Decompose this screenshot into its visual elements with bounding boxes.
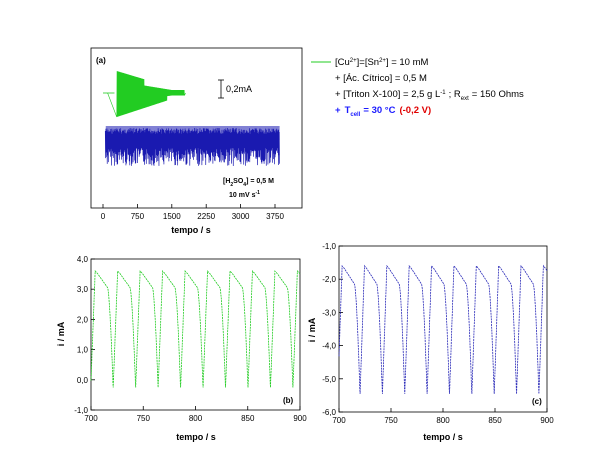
panel-b-y-tick-label: 3,0 xyxy=(77,285,89,294)
panel-c-y-tick-label: -1,0 xyxy=(322,242,336,251)
panel-b-y-tick-label: -1,0 xyxy=(74,406,88,415)
panel-a-label: (a) xyxy=(96,56,106,65)
panel-b-x-tick-label: 700 xyxy=(84,414,98,423)
panel-c-x-tick-label: 800 xyxy=(436,416,450,425)
panel-c-trace xyxy=(338,264,548,394)
scale-bar: 0,2mA xyxy=(218,79,252,99)
panel-a-x-tick-label: 0 xyxy=(101,212,106,221)
panel-c-x-tick-label: 700 xyxy=(332,416,346,425)
scale-bar-label: 0,2mA xyxy=(226,84,252,94)
panel-c-x-tick-label: 900 xyxy=(540,416,554,425)
panel-a-traces xyxy=(103,71,280,166)
panel-b-ticks: 700 750 800 850 900 -1,0 0,0 1,0 2,0 3,0 4,0 xyxy=(74,255,307,423)
panel-a: (a) 0,2mA [H2SO4] = 0,5 M 10 mV s-1 0 750… xyxy=(90,47,303,235)
panel-c-y-tick-label: -3,0 xyxy=(322,308,336,317)
legend-line-1: [Cu2+]=[Sn2+] = 10 mM xyxy=(335,57,429,68)
panel-b-series-line xyxy=(90,269,301,388)
panel-c-x-tick-label: 750 xyxy=(384,416,398,425)
panel-a-frame xyxy=(90,47,303,209)
panel-b-frame xyxy=(90,258,301,411)
panel-b-y-tick-label: 0,0 xyxy=(77,376,89,385)
panel-c-label: (c) xyxy=(532,397,542,406)
panel-b-x-tick-label: 800 xyxy=(189,414,203,423)
panel-a-x-tick-label: 3000 xyxy=(232,212,250,221)
panel-b-x-axis-label: tempo / s xyxy=(176,432,216,442)
legend-line-3: + [Triton X-100] = 2,5 g L-1; Rext = 150 … xyxy=(335,89,524,102)
panel-c-frame xyxy=(338,245,548,413)
legend: [Cu2+]=[Sn2+] = 10 mM + [Ác. Cítrico] = … xyxy=(311,57,524,118)
panel-b-y-tick-label: 4,0 xyxy=(77,255,89,264)
panel-b-label: (b) xyxy=(283,396,294,405)
panel-b-x-tick-label: 900 xyxy=(293,414,307,423)
electrolyte-label: [H2SO4] = 0,5 M xyxy=(223,178,274,188)
panel-c-y-axis-label: i / mA xyxy=(307,317,317,342)
panel-a-x-tick-label: 2250 xyxy=(197,212,215,221)
scan-rate-label: 10 mV s-1 xyxy=(229,190,260,199)
panel-c-y-tick-label: -4,0 xyxy=(322,342,336,351)
panel-b-y-axis-label: i / mA xyxy=(56,321,66,346)
panel-c: 700 750 800 850 900-6,0-5,0-4,0-3,0-2,0-1,0 … xyxy=(307,242,554,442)
panel-a-blue-band xyxy=(105,126,280,140)
panel-c-x-axis-label: tempo / s xyxy=(423,432,463,442)
panel-a-x-tick-label: 750 xyxy=(131,212,145,221)
legend-line-4: + Tcell = 30 °C (-0,2 V) xyxy=(335,105,431,118)
panel-a-blue-trace xyxy=(104,127,280,166)
panel-c-y-tick-label: -6,0 xyxy=(322,408,336,417)
legend-line-2: + [Ác. Cítrico] = 0,5 M xyxy=(335,73,427,84)
panel-c-series-line xyxy=(338,264,548,394)
panel-b: 700 750 800 850 900 -1,0 0,0 1,0 2,0 3,0 4,0 (b) t… xyxy=(56,255,307,442)
panel-a-green-trace xyxy=(107,71,186,118)
panel-b-y-tick-label: 2,0 xyxy=(77,315,89,324)
panel-a-x-axis-label: tempo / s xyxy=(171,225,211,235)
panel-c-y-tick-label: -2,0 xyxy=(322,275,336,284)
panel-c-x-tick-label: 850 xyxy=(488,416,502,425)
panel-b-x-tick-label: 750 xyxy=(137,414,151,423)
panel-a-x-ticks: 0 750 1500 2250 3000 3750 xyxy=(101,204,284,221)
panel-c-ticks: 700 750 800 850 900 -6,0 -5,0 -4,0 -3,0 -2,0 -1,0 xyxy=(322,242,554,425)
panel-a-x-tick-label: 1500 xyxy=(163,212,181,221)
panel-c-y-tick-label: -5,0 xyxy=(322,375,336,384)
panel-b-trace xyxy=(90,269,301,388)
panel-a-x-tick-label: 3750 xyxy=(266,212,284,221)
panel-b-y-tick-label: 1,0 xyxy=(77,346,89,355)
panel-b-x-tick-label: 850 xyxy=(241,414,255,423)
